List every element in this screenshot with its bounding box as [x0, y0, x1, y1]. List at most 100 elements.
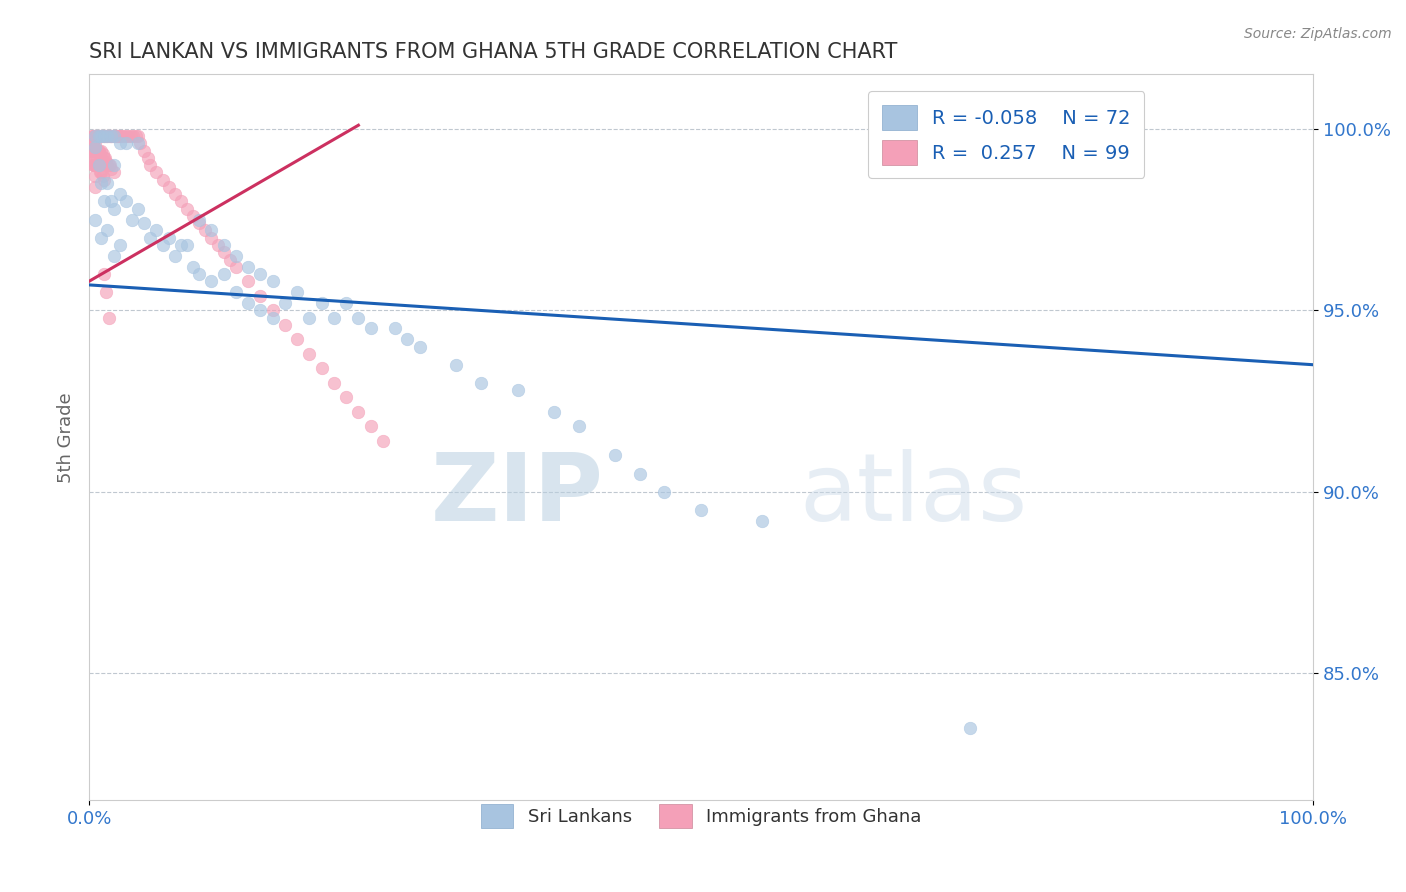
Point	[103, 165, 125, 179]
Point	[127, 202, 149, 216]
Point	[90, 144, 112, 158]
Point	[238, 260, 260, 274]
Point	[207, 238, 229, 252]
Point	[212, 267, 235, 281]
Point	[311, 296, 333, 310]
Point	[249, 303, 271, 318]
Point	[285, 332, 308, 346]
Point	[80, 136, 103, 151]
Point	[96, 129, 118, 144]
Point	[82, 136, 104, 151]
Point	[108, 136, 131, 151]
Point	[84, 140, 107, 154]
Point	[84, 180, 107, 194]
Point	[96, 285, 118, 300]
Point	[80, 144, 103, 158]
Point	[152, 172, 174, 186]
Point	[262, 274, 284, 288]
Point	[218, 252, 240, 267]
Point	[80, 151, 103, 165]
Point	[122, 129, 145, 144]
Point	[322, 310, 344, 325]
Point	[86, 158, 108, 172]
Point	[82, 129, 104, 144]
Point	[360, 321, 382, 335]
Point	[335, 391, 357, 405]
Point	[322, 376, 344, 390]
Point	[94, 151, 117, 165]
Point	[91, 147, 114, 161]
Point	[89, 147, 111, 161]
Point	[152, 238, 174, 252]
Point	[84, 129, 107, 144]
Point	[139, 231, 162, 245]
Point	[97, 129, 120, 144]
Point	[90, 176, 112, 190]
Point	[114, 129, 136, 144]
Point	[86, 144, 108, 158]
Point	[628, 467, 651, 481]
Point	[93, 129, 115, 144]
Point	[96, 176, 118, 190]
Point	[200, 223, 222, 237]
Text: SRI LANKAN VS IMMIGRANTS FROM GHANA 5TH GRADE CORRELATION CHART: SRI LANKAN VS IMMIGRANTS FROM GHANA 5TH …	[89, 42, 897, 62]
Point	[84, 169, 107, 183]
Point	[84, 212, 107, 227]
Point	[100, 161, 122, 176]
Point	[127, 129, 149, 144]
Point	[96, 129, 118, 144]
Point	[157, 180, 180, 194]
Point	[139, 158, 162, 172]
Point	[90, 129, 112, 144]
Point	[121, 212, 143, 227]
Text: ZIP: ZIP	[430, 450, 603, 541]
Text: Source: ZipAtlas.com: Source: ZipAtlas.com	[1244, 27, 1392, 41]
Point	[87, 129, 110, 144]
Point	[98, 129, 121, 144]
Point	[82, 147, 104, 161]
Point	[959, 721, 981, 735]
Point	[136, 151, 159, 165]
Point	[298, 310, 321, 325]
Point	[176, 202, 198, 216]
Point	[80, 129, 103, 144]
Point	[470, 376, 492, 390]
Point	[93, 151, 115, 165]
Point	[86, 158, 108, 172]
Point	[225, 260, 247, 274]
Point	[347, 405, 370, 419]
Point	[568, 419, 591, 434]
Point	[225, 249, 247, 263]
Point	[285, 285, 308, 300]
Point	[97, 310, 120, 325]
Point	[145, 165, 167, 179]
Point	[157, 231, 180, 245]
Point	[87, 144, 110, 158]
Point	[129, 136, 152, 151]
Point	[274, 318, 297, 332]
Point	[347, 310, 370, 325]
Point	[134, 144, 156, 158]
Legend: Sri Lankans, Immigrants from Ghana: Sri Lankans, Immigrants from Ghana	[474, 797, 928, 835]
Point	[117, 129, 139, 144]
Point	[91, 169, 114, 183]
Point	[87, 158, 110, 172]
Point	[103, 129, 125, 144]
Point	[188, 212, 211, 227]
Point	[112, 129, 135, 144]
Point	[104, 129, 127, 144]
Point	[163, 187, 186, 202]
Point	[107, 129, 129, 144]
Point	[371, 434, 394, 448]
Point	[188, 267, 211, 281]
Point	[181, 209, 204, 223]
Text: atlas: atlas	[799, 450, 1028, 541]
Point	[100, 194, 122, 209]
Point	[84, 136, 107, 151]
Point	[238, 274, 260, 288]
Point	[335, 296, 357, 310]
Point	[84, 158, 107, 172]
Point	[82, 158, 104, 172]
Point	[96, 223, 118, 237]
Point	[84, 129, 107, 144]
